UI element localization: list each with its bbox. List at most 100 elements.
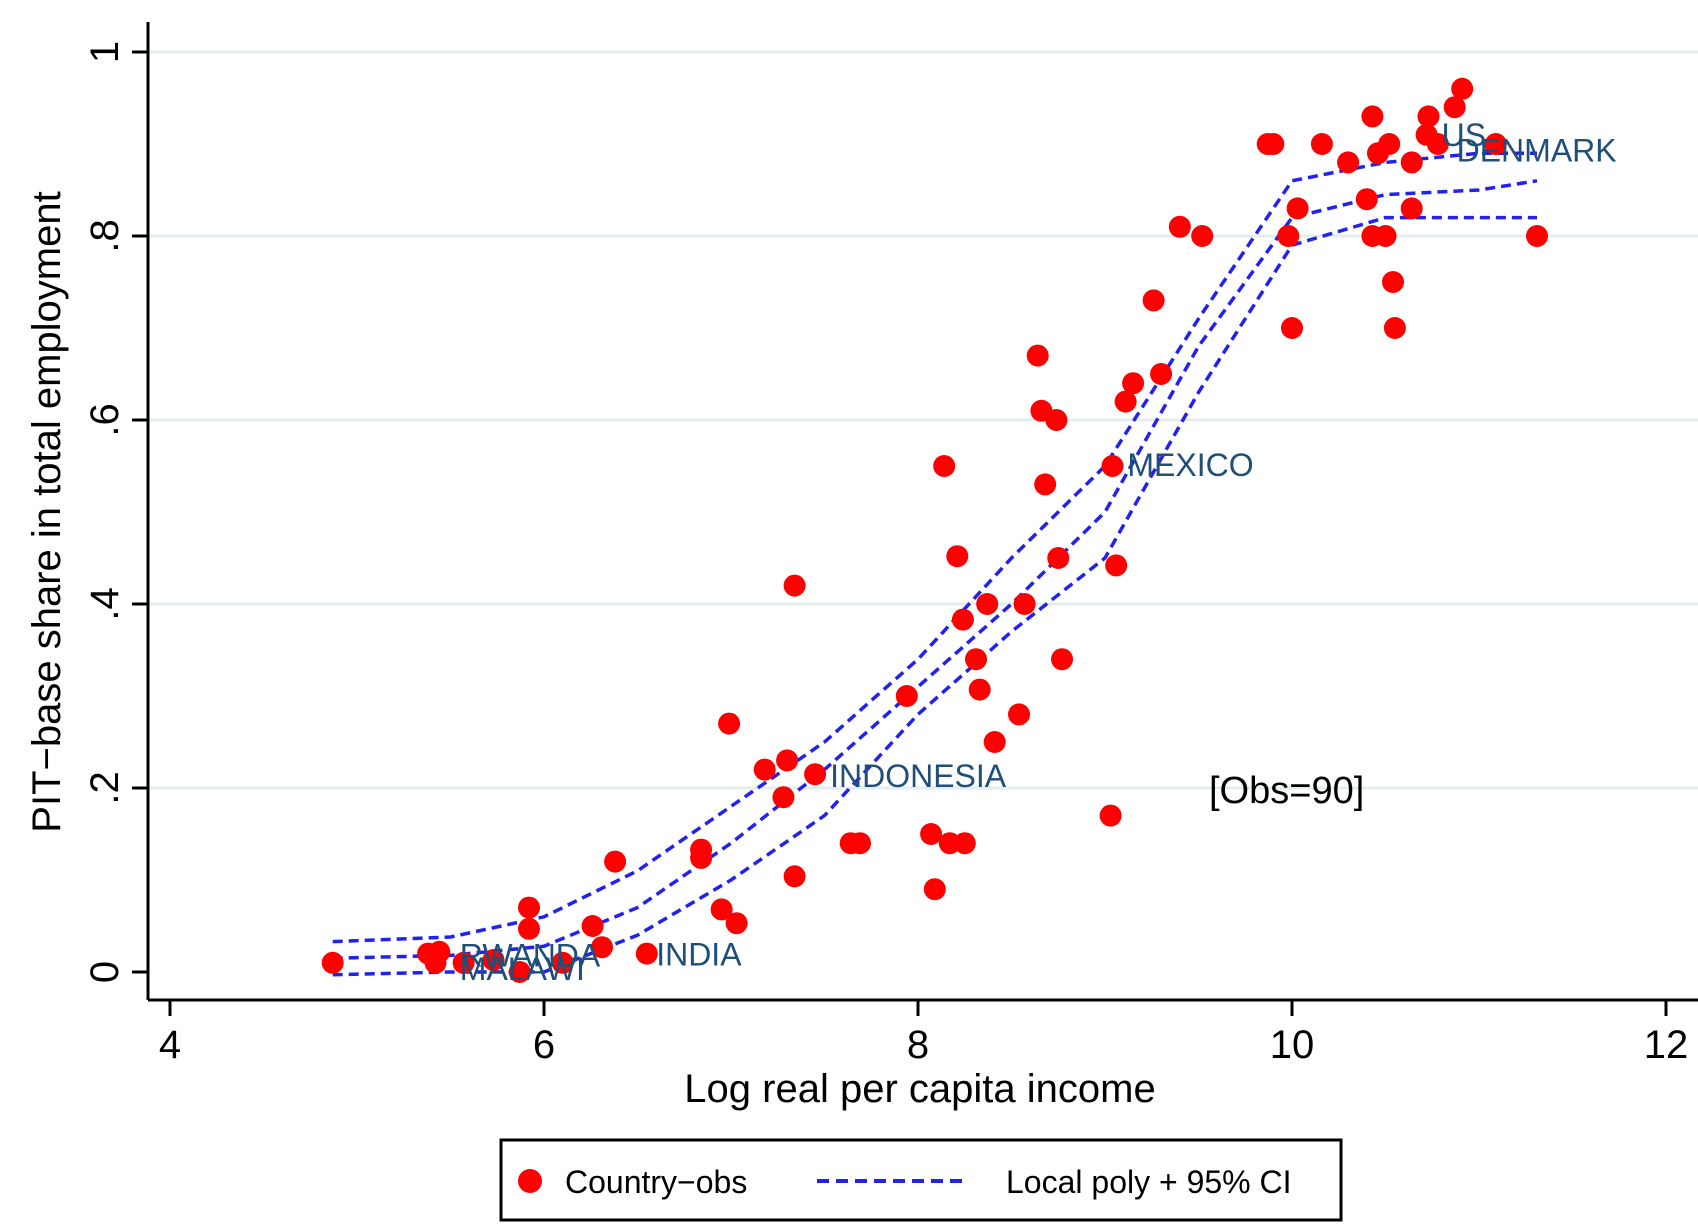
data-point-11 (591, 936, 613, 959)
data-point-44 (1045, 409, 1068, 431)
data-point-41 (1026, 344, 1049, 367)
data-point-50 (1114, 390, 1137, 413)
data-point-9 (551, 951, 574, 974)
data-point-17 (725, 912, 748, 935)
data-point-78 (1484, 133, 1507, 155)
data-point-21 (772, 786, 795, 809)
data-point-47 (1099, 804, 1122, 827)
data-point-7 (518, 896, 540, 919)
data-point-32 (933, 455, 956, 477)
fit-lines (332, 151, 1538, 977)
data-point-70 (1383, 317, 1406, 339)
data-point-64 (1361, 105, 1384, 128)
x-tick-label-1: 6 (533, 1023, 555, 1067)
data-point-5 (482, 949, 505, 971)
fit-line-lower (332, 215, 1537, 977)
data-point-31 (953, 832, 976, 855)
x-tick-label-4: 12 (1644, 1023, 1689, 1067)
data-point-20 (776, 749, 799, 772)
data-point-34 (951, 608, 974, 631)
fit-line-fit (332, 179, 1538, 960)
data-point-38 (983, 731, 1006, 753)
y-tick-label-0: 0 (83, 961, 127, 983)
data-point-54 (1168, 215, 1191, 238)
data-points (321, 77, 1548, 983)
data-point-26 (849, 832, 871, 855)
data-point-35 (965, 648, 987, 671)
data-point-55 (1191, 225, 1214, 247)
data-point-13 (635, 942, 658, 965)
y-axis-title: PIT−base share in total employment (25, 191, 69, 832)
data-point-12 (604, 850, 627, 873)
data-point-16 (710, 898, 733, 921)
data-point-23 (804, 763, 827, 786)
data-point-75 (1426, 133, 1449, 155)
data-point-62 (1337, 151, 1360, 174)
x-axis-title: Log real per capita income (684, 1067, 1155, 1111)
data-point-74 (1417, 105, 1440, 128)
data-point-37 (976, 593, 999, 615)
data-point-3 (424, 951, 447, 974)
data-point-71 (1400, 197, 1423, 220)
data-point-58 (1277, 225, 1300, 247)
gridlines (148, 50, 1698, 790)
data-point-61 (1310, 133, 1333, 155)
data-point-48 (1101, 455, 1124, 477)
data-point-0 (321, 951, 344, 974)
legend-label-fit: Local poly + 95% CI (1006, 1164, 1292, 1200)
data-point-27 (895, 685, 918, 707)
y-tick-label-1: .2 (83, 771, 127, 804)
data-point-63 (1355, 188, 1378, 211)
data-point-39 (1008, 703, 1030, 726)
data-point-51 (1122, 372, 1145, 395)
y-tick-label-2: .4 (83, 587, 127, 620)
country-label-denmark: DENMARK (1457, 132, 1617, 168)
data-point-4 (452, 951, 475, 974)
legend-point-marker (518, 1169, 542, 1193)
data-point-69 (1382, 271, 1404, 293)
data-point-79 (1526, 225, 1548, 247)
data-point-77 (1451, 77, 1474, 100)
y-tick-label-5: 1 (83, 41, 127, 63)
data-point-53 (1150, 363, 1173, 385)
data-point-29 (923, 878, 946, 901)
data-point-22 (783, 865, 806, 888)
x-tick-label-3: 10 (1270, 1023, 1315, 1067)
data-point-60 (1286, 197, 1309, 220)
country-label-us: US (1442, 117, 1486, 153)
country-label-mexico: MEXICO (1127, 447, 1253, 483)
country-label-india: INDIA (656, 937, 742, 973)
data-point-68 (1378, 133, 1401, 155)
data-point-15 (690, 846, 713, 869)
axes: 0 .2 .4 .6 .8 1 4 6 8 10 12 (83, 22, 1698, 1067)
data-point-67 (1374, 225, 1397, 247)
data-point-43 (1034, 473, 1057, 496)
data-point-6 (508, 961, 531, 983)
obs-annotation: [Obs=90] (1209, 770, 1364, 812)
data-point-10 (581, 915, 604, 937)
data-point-36 (968, 678, 991, 701)
data-point-46 (1051, 648, 1073, 671)
data-point-52 (1142, 289, 1165, 312)
data-point-33 (946, 545, 969, 568)
country-label-malawi: MALAWI (460, 951, 585, 987)
x-tick-label-2: 8 (907, 1023, 929, 1067)
data-point-28 (920, 823, 943, 845)
data-point-40 (1013, 593, 1036, 615)
data-point-59 (1281, 317, 1303, 339)
country-label-indonesia: INDONESIA (830, 758, 1007, 794)
country-label-rwanda: RWANDA (460, 937, 601, 973)
legend-label-points: Country−obs (565, 1164, 747, 1200)
data-point-8 (518, 917, 540, 940)
y-tick-label-3: .6 (83, 403, 127, 436)
data-point-19 (753, 758, 776, 781)
data-point-24 (783, 574, 806, 597)
data-point-18 (718, 712, 741, 735)
fit-line-upper (332, 151, 1537, 944)
data-point-57 (1262, 133, 1285, 155)
data-point-76 (1443, 96, 1466, 119)
data-point-49 (1105, 554, 1128, 577)
y-tick-label-4: .8 (83, 219, 127, 252)
x-tick-label-0: 4 (159, 1023, 181, 1067)
